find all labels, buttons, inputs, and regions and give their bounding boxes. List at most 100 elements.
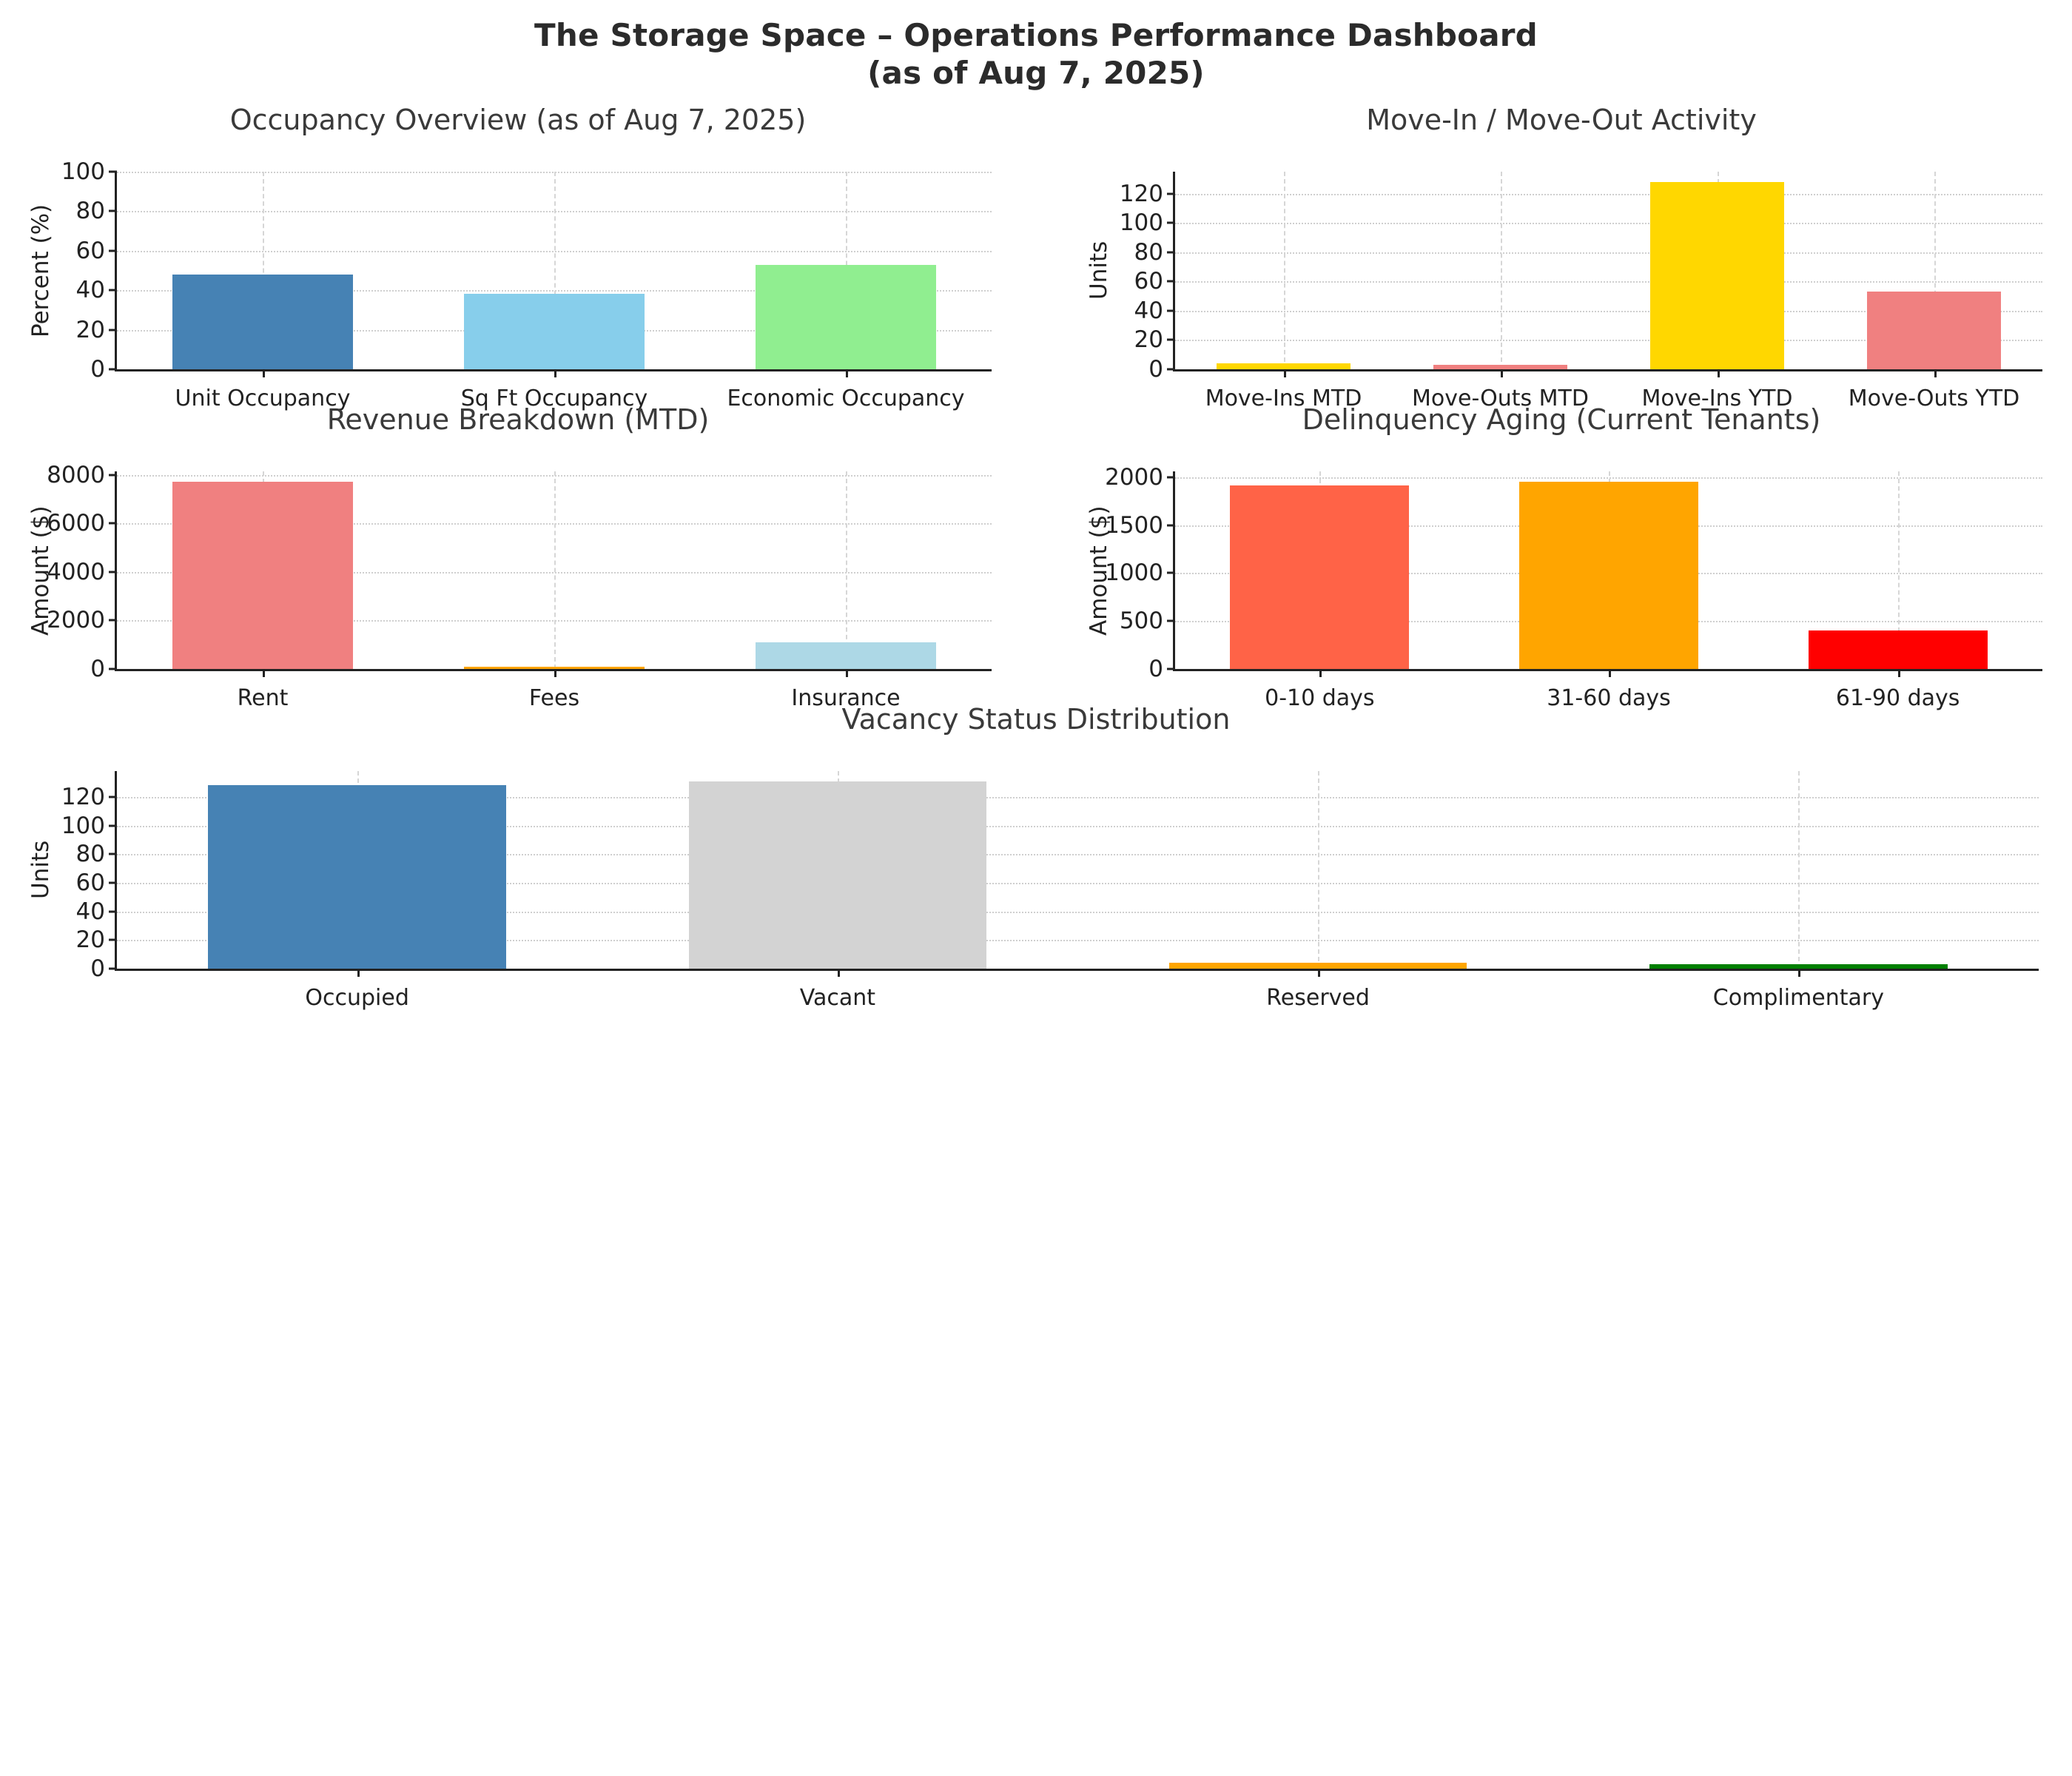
- y-axis-tick-label: 1500: [1105, 511, 1163, 539]
- bar-sq-ft-occupancy[interactable]: [463, 293, 645, 369]
- y-axis-tick-mark: [109, 571, 117, 574]
- y-axis-tick-mark: [109, 967, 117, 970]
- bar-move-ins-ytd[interactable]: [1649, 181, 1785, 369]
- y-axis-tick-label: 40: [75, 898, 105, 925]
- y-axis-tick-label: 80: [75, 841, 105, 868]
- gridline-horizontal: [117, 911, 2039, 913]
- y-axis-tick-mark: [109, 796, 117, 798]
- y-axis-tick-label: 20: [1134, 326, 1163, 354]
- y-axis-tick-mark: [1167, 338, 1175, 341]
- y-axis-tick-label: 120: [1119, 180, 1163, 207]
- gridline-vertical: [1500, 172, 1502, 369]
- y-axis-tick-label: 80: [1134, 238, 1163, 266]
- dashboard-title-line-2: (as of Aug 7, 2025): [867, 55, 1205, 92]
- x-axis-tick-mark: [1897, 669, 1900, 677]
- bar-0-10-days[interactable]: [1230, 485, 1410, 669]
- bar-unit-occupancy[interactable]: [172, 274, 354, 369]
- y-axis-tick-mark: [109, 522, 117, 525]
- y-axis-tick-label: 500: [1119, 608, 1163, 635]
- x-axis-tick-label: Move-Ins MTD: [1205, 386, 1362, 411]
- y-axis-tick-label: 120: [61, 783, 105, 810]
- bar-move-outs-mtd[interactable]: [1433, 365, 1568, 369]
- bar-insurance[interactable]: [755, 642, 937, 669]
- chart-panel-delinquency: Delinquency Aging (Current Tenants) 0 500…: [1051, 403, 2072, 711]
- y-axis-tick-mark: [1167, 280, 1175, 283]
- y-axis-tick-label: 80: [75, 198, 105, 225]
- bar-complimentary[interactable]: [1649, 964, 1948, 969]
- y-axis-tick-mark: [1167, 251, 1175, 254]
- x-axis-tick-mark: [846, 669, 848, 677]
- bar-31-60-days[interactable]: [1518, 481, 1699, 669]
- gridline-horizontal: [117, 882, 2039, 884]
- y-axis-tick-mark: [109, 938, 117, 941]
- x-axis-tick-label: 0-10 days: [1265, 685, 1375, 711]
- x-axis-tick-label: Insurance: [791, 685, 901, 711]
- chart-panel-occupancy: Occupancy Overview (as of Aug 7, 2025) 0…: [0, 104, 1036, 411]
- y-axis-tick-label: 8000: [47, 461, 105, 488]
- x-axis-tick-label: Move-Ins YTD: [1641, 386, 1793, 411]
- chart-panel-revenue: Revenue Breakdown (MTD) 0 2000 4000 6000 800…: [0, 403, 1036, 711]
- y-axis-tick-mark: [1167, 309, 1175, 312]
- bar-rent[interactable]: [172, 482, 354, 669]
- gridline-horizontal: [1175, 340, 2042, 342]
- y-axis-tick-mark: [109, 249, 117, 252]
- y-axis-tick-label: 100: [61, 158, 105, 185]
- y-axis-tick-label: 4000: [47, 558, 105, 585]
- y-axis-tick-label: 100: [61, 812, 105, 839]
- chart-panel-vacancy: Vacancy Status Distribution 0 20 40 60 80 100…: [0, 703, 2072, 1011]
- plot-area-revenue: 0 2000 4000 6000 8000 Rent Fees Insurance: [47, 462, 992, 711]
- x-axis-tick-label: Occupied: [305, 985, 409, 1011]
- x-axis-tick-mark: [554, 669, 556, 677]
- x-axis-tick-label: Rent: [237, 685, 289, 711]
- x-axis-tick-mark: [1717, 369, 1720, 377]
- gridline-vertical: [1934, 172, 1936, 369]
- bar-economic-occupancy[interactable]: [755, 265, 937, 369]
- gridline-vertical: [263, 172, 264, 369]
- gridline-horizontal: [1175, 310, 2042, 312]
- plot-inner-revenue: 0 2000 4000 6000 8000 Rent Fees Insurance: [47, 462, 992, 711]
- y-axis-tick-mark: [1167, 667, 1175, 670]
- y-axis-tick-label: 0: [90, 955, 105, 982]
- bar-move-outs-ytd[interactable]: [1866, 292, 2002, 369]
- chart-title-movement: Move-In / Move-Out Activity: [1366, 104, 1757, 136]
- y-axis-tick-label: 0: [1148, 656, 1163, 682]
- bar-61-90-days[interactable]: [1808, 630, 1988, 669]
- y-axis-tick-mark: [109, 881, 117, 884]
- y-axis-tick-mark: [1167, 619, 1175, 622]
- y-axis-tick-mark: [109, 209, 117, 212]
- y-axis-tick-mark: [109, 368, 117, 371]
- page-title: The Storage Space – Operations Performan…: [0, 16, 2072, 92]
- y-axis-label: Amount ($): [1086, 505, 1112, 636]
- x-axis-tick-label: Sq Ft Occupancy: [460, 386, 648, 411]
- y-axis-tick-label: 6000: [47, 510, 105, 537]
- y-axis-tick-label: 100: [1119, 209, 1163, 237]
- y-axis-tick-label: 2000: [47, 607, 105, 634]
- y-axis-tick-mark: [1167, 524, 1175, 527]
- y-axis-tick-mark: [109, 910, 117, 913]
- bar-fees[interactable]: [463, 666, 645, 669]
- y-axis-label: Percent (%): [27, 204, 54, 337]
- gridline-horizontal: [117, 796, 2039, 798]
- gridline-horizontal: [1175, 223, 2042, 225]
- gridline-horizontal: [1175, 281, 2042, 283]
- y-axis-tick-mark: [109, 852, 117, 855]
- x-axis-tick-mark: [1500, 369, 1503, 377]
- y-axis-tick-label: 0: [90, 656, 105, 682]
- bar-occupied[interactable]: [208, 785, 506, 969]
- x-axis-tick-mark: [263, 369, 265, 377]
- gridline-vertical: [554, 172, 556, 369]
- x-axis-tick-label: Move-Outs YTD: [1848, 386, 2020, 411]
- y-axis-tick-label: 60: [1134, 268, 1163, 295]
- gridline-vertical: [554, 471, 556, 669]
- y-axis-tick-mark: [1167, 221, 1175, 224]
- bar-move-ins-mtd[interactable]: [1216, 363, 1351, 369]
- gridline-vertical: [846, 471, 847, 669]
- y-axis-tick-mark: [109, 329, 117, 332]
- gridline-horizontal: [117, 940, 2039, 942]
- x-axis-tick-label: 61-90 days: [1835, 685, 1960, 711]
- gridline-vertical: [1318, 771, 1320, 969]
- bar-reserved[interactable]: [1168, 963, 1467, 969]
- bar-vacant[interactable]: [688, 781, 987, 969]
- gridline-vertical: [1798, 771, 1800, 969]
- y-axis-tick-label: 60: [75, 237, 105, 264]
